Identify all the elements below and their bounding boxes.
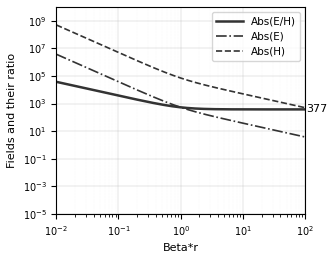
Abs(E) xyxy=(150,95,154,98)
Abs(E/H) xyxy=(161,103,165,106)
Abs(E) xyxy=(54,53,58,56)
Abs(E/H) xyxy=(298,108,302,111)
Line: Abs(E/H): Abs(E/H) xyxy=(56,82,305,109)
Legend: Abs(E/H), Abs(E), Abs(H): Abs(E/H), Abs(E), Abs(H) xyxy=(212,12,300,61)
Abs(E/H) xyxy=(150,101,154,104)
Abs(H) xyxy=(98,42,102,46)
Abs(E) xyxy=(98,72,102,75)
Abs(E) xyxy=(82,65,87,68)
Abs(H) xyxy=(161,70,165,73)
Abs(E) xyxy=(303,135,307,139)
Abs(E/H) xyxy=(82,87,87,90)
Abs(E/H) xyxy=(54,80,58,83)
Line: Abs(H): Abs(H) xyxy=(56,25,305,108)
Abs(E) xyxy=(161,99,165,102)
Y-axis label: Fields and their ratio: Fields and their ratio xyxy=(7,53,17,168)
Abs(E/H) xyxy=(303,108,307,111)
Abs(H) xyxy=(150,65,154,68)
Abs(H) xyxy=(54,23,58,27)
Abs(E/H) xyxy=(98,90,102,93)
X-axis label: Beta*r: Beta*r xyxy=(163,243,199,253)
Abs(H) xyxy=(303,106,307,109)
Abs(H) xyxy=(82,36,87,39)
Abs(E/H) xyxy=(272,108,276,111)
Abs(E) xyxy=(272,128,276,132)
Abs(E) xyxy=(298,134,302,138)
Line: Abs(E): Abs(E) xyxy=(56,54,305,137)
Abs(H) xyxy=(298,105,302,108)
Text: 377: 377 xyxy=(306,105,327,114)
Abs(H) xyxy=(272,99,276,102)
